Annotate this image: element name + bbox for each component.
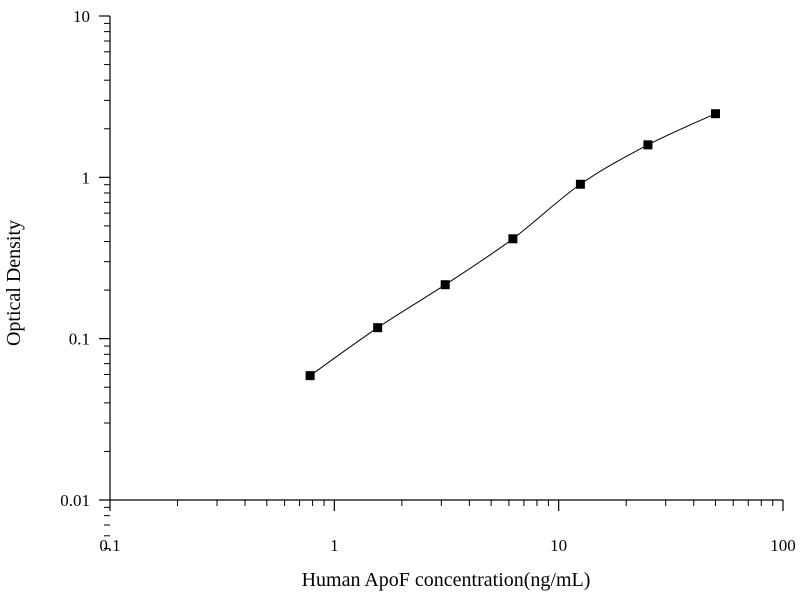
x-tick-label: 1: [330, 536, 339, 555]
y-axis-title: Optical Density: [3, 220, 25, 346]
data-point: [643, 140, 653, 150]
x-tick-label: 0.1: [99, 536, 120, 555]
y-tick-label: 0.01: [60, 491, 90, 510]
data-point: [305, 371, 315, 381]
data-point: [710, 109, 720, 119]
x-major-ticks: [109, 500, 784, 511]
x-tick-label: 10: [550, 536, 567, 555]
data-point: [373, 323, 383, 333]
x-tick-labels: 0.1 1 10 100: [99, 536, 795, 555]
y-tick-label: 0.1: [69, 330, 90, 349]
x-minor-ticks: [177, 500, 774, 506]
x-axis-title: Human ApoF concentration(ng/mL): [302, 569, 591, 591]
x-tick-label: 100: [770, 536, 796, 555]
y-tick-label: 1: [82, 168, 91, 187]
data-point: [440, 280, 450, 290]
y-minor-ticks: [104, 22, 110, 550]
y-tick-label: 10: [73, 7, 90, 26]
data-point: [575, 179, 585, 189]
data-points: [305, 109, 720, 381]
fit-curve: [309, 113, 716, 377]
y-major-ticks: [99, 15, 110, 501]
data-point: [508, 234, 518, 244]
y-tick-labels: 0.01 0.1 1 10: [60, 7, 90, 510]
